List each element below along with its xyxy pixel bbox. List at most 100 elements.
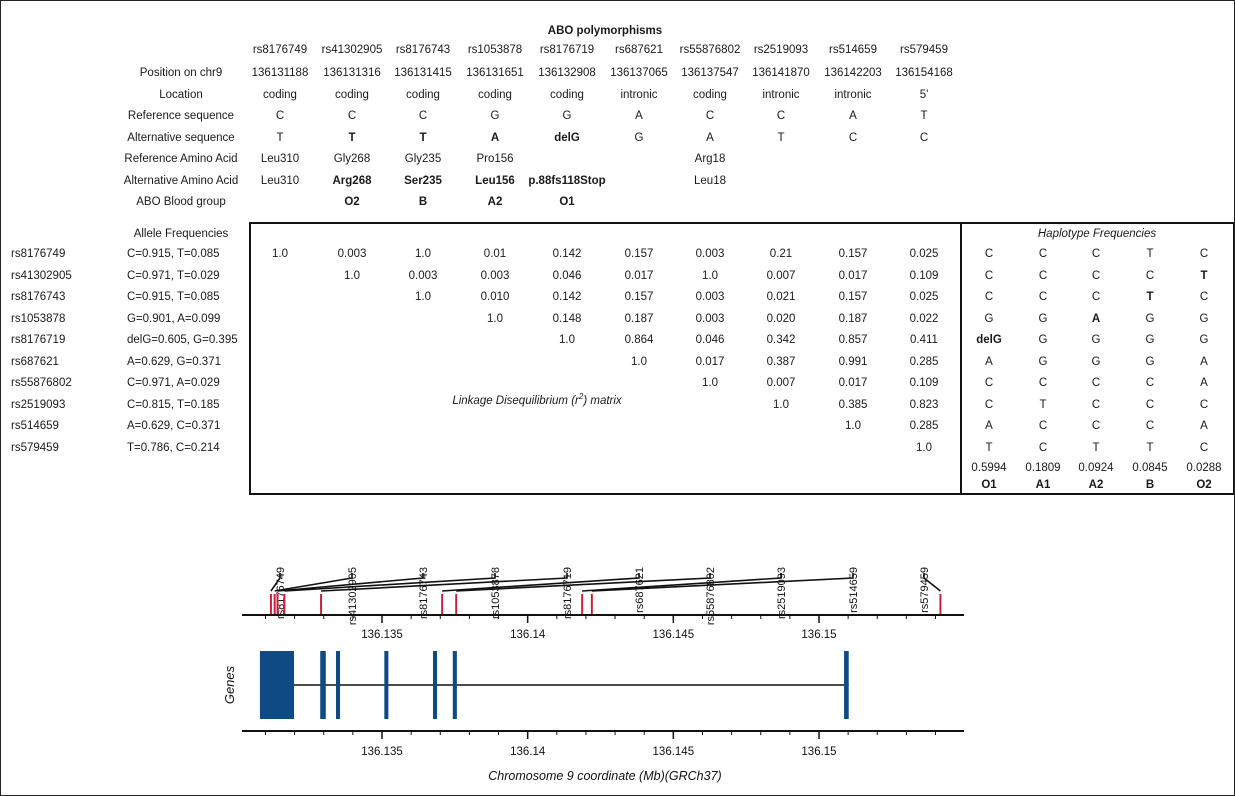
haplotype-allele: A: [985, 420, 993, 432]
ld-cell: 1.0: [845, 420, 861, 432]
ld-cell: 1.0: [916, 441, 932, 454]
row-label: Alternative sequence: [127, 131, 235, 144]
upper-axis-tick-label: 136.145: [653, 629, 695, 641]
snp-id-header: rs8176749: [252, 44, 308, 56]
ld-cell: 1.0: [415, 291, 431, 303]
ld-cell: 0.01: [483, 248, 507, 260]
header-cell: intronic: [834, 88, 872, 101]
gene-exon: [335, 651, 341, 719]
header-cell: C: [418, 110, 428, 122]
header-cell: Pro156: [476, 153, 514, 165]
haplotype-allele: C: [1038, 441, 1048, 454]
ld-cell: 0.21: [769, 248, 793, 260]
haplotype-allele: G: [1038, 312, 1048, 325]
haplotype-allele: C: [1145, 420, 1155, 432]
snp-position-label: rs1053878: [490, 567, 502, 619]
snp-id-header: rs8176743: [395, 44, 451, 56]
allele-frequency: G=0.901, A=0.099: [127, 312, 221, 325]
header-cell: Gly268: [333, 153, 371, 165]
ld-row-snp: rs8176743: [11, 291, 66, 303]
ld-cell: 0.142: [552, 248, 582, 260]
haplotype-allele: C: [1091, 291, 1101, 303]
lower-axis-tick-label: 136.15: [801, 746, 836, 758]
ld-cell: 0.021: [766, 291, 796, 303]
header-cell: Arg268: [332, 174, 372, 187]
header-cell: 136154168: [895, 67, 953, 79]
header-cell: Leu156: [475, 174, 515, 187]
header-cell: 136131651: [466, 67, 524, 79]
header-cell: coding: [550, 88, 584, 101]
row-label: Reference Amino Acid: [124, 153, 238, 165]
header-cell: T: [920, 110, 928, 122]
gene-exon: [320, 651, 326, 719]
haplotype-allele: A: [1200, 420, 1208, 432]
ld-cell: 0.109: [909, 377, 939, 389]
ld-cell: 0.991: [838, 355, 868, 368]
haplotype-frequency: 0.0288: [1186, 462, 1222, 474]
ld-cell: 0.148: [552, 312, 582, 325]
haplotype-frequency: 0.0845: [1132, 462, 1168, 474]
header-cell: Leu18: [694, 174, 726, 187]
header-cell: T: [419, 131, 427, 144]
snp-position-label: rs687621: [634, 567, 646, 613]
haplotype-allele: C: [984, 398, 994, 411]
haplotype-allele: G: [1091, 355, 1101, 368]
gene-exon: [432, 651, 438, 719]
ld-cell: 0.022: [909, 312, 939, 325]
ld-cell: 0.857: [838, 334, 868, 346]
snp-connector-line: [442, 573, 640, 592]
haplotype-allele: C: [1091, 377, 1101, 389]
snp-position-label: rs41302905: [347, 567, 359, 625]
haplotype-allele: G: [1145, 334, 1155, 346]
haplotype-allele: C: [1038, 420, 1048, 432]
header-cell: A2: [487, 196, 503, 208]
snp-id-header: rs8176719: [539, 44, 595, 56]
header-cell: O1: [559, 196, 575, 208]
haplotype-divider: [960, 222, 962, 495]
ld-cell: 0.003: [695, 248, 725, 260]
lower-axis-tick-label: 136.135: [361, 746, 403, 758]
haplotype-blood-group: A1: [1035, 479, 1051, 491]
header-cell: 136131415: [394, 67, 452, 79]
ld-cell: 0.187: [624, 312, 654, 325]
gene-exon: [452, 651, 457, 719]
row-label: Reference sequence: [127, 110, 235, 122]
ld-cell: 0.007: [766, 377, 796, 389]
allele-frequency: C=0.971, A=0.029: [127, 377, 220, 389]
ld-row-snp: rs687621: [11, 355, 59, 368]
snp-position-label: rs8176719: [562, 567, 574, 619]
haplotype-allele: G: [1038, 334, 1048, 346]
snp-connector-line: [270, 573, 281, 592]
ld-cell: 0.017: [838, 377, 868, 389]
ld-row-snp: rs8176749: [11, 248, 66, 260]
ld-cell: 0.823: [909, 398, 939, 411]
haplotype-frequency: 0.5994: [971, 462, 1007, 474]
ld-cell: 0.017: [695, 355, 725, 368]
header-cell: 5': [919, 88, 929, 101]
header-cell: intronic: [620, 88, 658, 101]
ld-cell: 0.187: [838, 312, 868, 325]
header-cell: Ser235: [404, 174, 442, 187]
haplotype-allele: C: [1199, 291, 1209, 303]
ld-cell: 0.003: [480, 269, 510, 282]
row-label: Location: [159, 88, 203, 101]
lower-axis-tick-label: 136.145: [653, 746, 695, 758]
allele-frequency: C=0.971, T=0.029: [127, 269, 220, 282]
haplotype-allele: delG: [976, 334, 1002, 346]
snp-id-header: rs41302905: [321, 44, 383, 56]
ld-cell: 0.157: [838, 291, 868, 303]
haplotype-allele: A: [1200, 377, 1208, 389]
haplotype-frequency: 0.1809: [1025, 462, 1061, 474]
axis-title: Chromosome 9 coordinate (Mb)(GRCh37): [488, 769, 721, 783]
header-cell: intronic: [762, 88, 800, 101]
header-cell: 136132908: [538, 67, 596, 79]
snp-connector-line: [274, 573, 353, 592]
header-cell: Gly235: [404, 153, 442, 165]
ld-cell: 0.025: [909, 291, 939, 303]
header-cell: 136131188: [251, 67, 309, 79]
haplotype-allele: A: [985, 355, 993, 368]
ld-cell: 0.142: [552, 291, 582, 303]
ld-cell: 0.046: [552, 269, 582, 282]
snp-connector-line: [284, 573, 496, 592]
